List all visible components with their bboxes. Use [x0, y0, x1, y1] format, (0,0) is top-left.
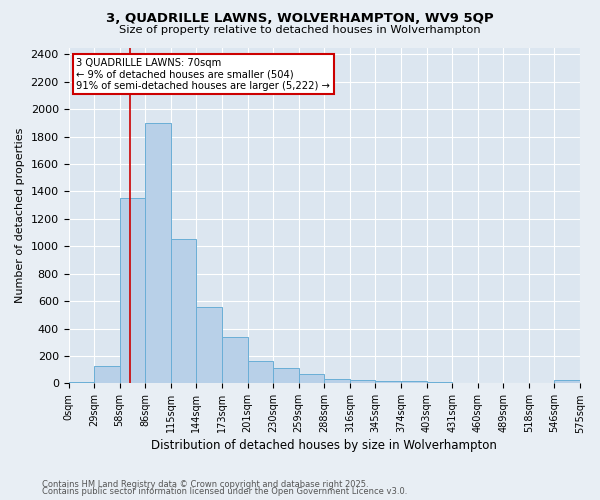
- Bar: [145, 123, 171, 384]
- Bar: [554, 380, 580, 384]
- Bar: [350, 380, 376, 384]
- X-axis label: Distribution of detached houses by size in Wolverhampton: Distribution of detached houses by size …: [151, 440, 497, 452]
- Text: Size of property relative to detached houses in Wolverhampton: Size of property relative to detached ho…: [119, 25, 481, 35]
- Bar: [299, 374, 324, 384]
- Text: 3 QUADRILLE LAWNS: 70sqm
← 9% of detached houses are smaller (504)
91% of semi-d: 3 QUADRILLE LAWNS: 70sqm ← 9% of detache…: [76, 58, 330, 91]
- Text: Contains HM Land Registry data © Crown copyright and database right 2025.: Contains HM Land Registry data © Crown c…: [42, 480, 368, 489]
- Text: Contains public sector information licensed under the Open Government Licence v3: Contains public sector information licen…: [42, 488, 407, 496]
- Bar: [119, 198, 145, 384]
- Bar: [401, 382, 427, 384]
- Bar: [68, 382, 94, 384]
- Bar: [427, 382, 452, 384]
- Bar: [222, 338, 248, 384]
- Bar: [248, 360, 273, 384]
- Bar: [376, 380, 401, 384]
- Y-axis label: Number of detached properties: Number of detached properties: [15, 128, 25, 303]
- Bar: [324, 379, 350, 384]
- Bar: [273, 368, 299, 384]
- Bar: [171, 240, 196, 384]
- Bar: [196, 308, 222, 384]
- Bar: [94, 366, 119, 384]
- Text: 3, QUADRILLE LAWNS, WOLVERHAMPTON, WV9 5QP: 3, QUADRILLE LAWNS, WOLVERHAMPTON, WV9 5…: [106, 12, 494, 26]
